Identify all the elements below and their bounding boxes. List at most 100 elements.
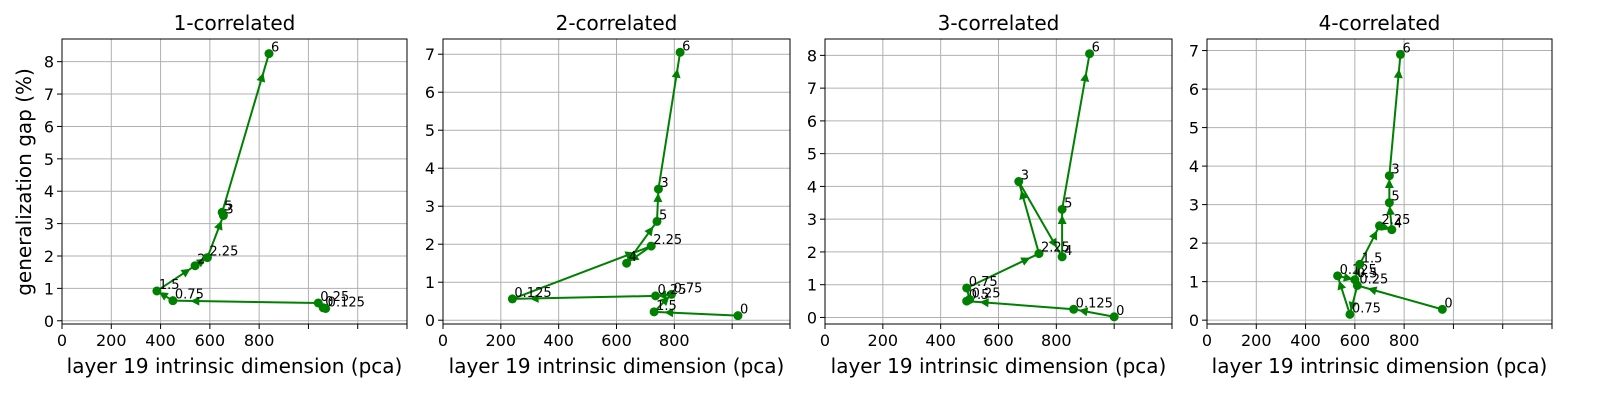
arrow-head	[195, 258, 206, 268]
plot-frame	[61, 38, 408, 325]
x-axis-label: layer 19 intrinsic dimension (pca)	[1212, 354, 1548, 378]
x-tick-label: 600	[601, 331, 632, 350]
data-point	[1069, 304, 1079, 314]
arrow-head	[1348, 301, 1358, 311]
data-point	[321, 303, 331, 313]
arrow-head	[214, 220, 223, 231]
data-point-label: 0.125	[1076, 296, 1113, 311]
arrow-head	[657, 290, 667, 300]
data-point-label: 5	[1391, 190, 1399, 205]
data-point-label: 6	[1402, 41, 1410, 56]
arrow-head	[529, 293, 539, 303]
data-point-label: 6	[682, 39, 690, 54]
data-point-label: 0.5	[1357, 267, 1378, 282]
x-axis-label: layer 19 intrinsic dimension (pca)	[831, 354, 1167, 378]
arrow-head	[1385, 205, 1395, 216]
x-tick-label: 0	[57, 331, 67, 350]
data-point-label: 0.25	[320, 290, 349, 305]
arrow-head	[180, 268, 191, 278]
chart-title: 1-correlated	[174, 11, 296, 35]
arrow-head	[1078, 307, 1089, 317]
chart-title: 4-correlated	[1319, 11, 1441, 35]
data-point-label: 0.125	[328, 295, 365, 310]
data-point	[965, 294, 975, 304]
y-tick-label: 3	[807, 210, 817, 229]
data-point-label: 0.75	[1352, 301, 1381, 316]
x-tick-label: 400	[925, 331, 956, 350]
y-tick-label: 4	[807, 177, 817, 196]
x-tick-label: 600	[195, 331, 226, 350]
x-tick-label: 0	[438, 331, 448, 350]
y-tick-label: 7	[425, 45, 435, 64]
data-point	[622, 258, 632, 268]
arrow-head	[1369, 230, 1378, 241]
y-tick-label: 0	[807, 308, 817, 327]
data-point-label: 4	[629, 250, 637, 265]
y-tick-label: 2	[1189, 234, 1199, 253]
data-point-label: 3	[225, 203, 233, 218]
x-tick-label: 0	[820, 331, 830, 350]
plot-frame	[1206, 38, 1553, 325]
data-point-label: 3	[660, 176, 668, 191]
arrow-head	[1020, 257, 1031, 266]
y-tick-label: 5	[1189, 119, 1199, 138]
data-point-label: 4	[1394, 217, 1402, 232]
data-point	[1057, 252, 1067, 262]
arrow-head	[644, 226, 654, 237]
x-tick-label: 200	[1241, 331, 1272, 350]
data-point-label: 3	[1391, 163, 1399, 178]
chart-title: 2-correlated	[556, 11, 678, 35]
data-point	[264, 49, 274, 59]
x-tick-label: 800	[1041, 331, 1072, 350]
y-tick-label: 1	[44, 279, 54, 298]
y-tick-label: 5	[44, 150, 54, 169]
y-tick-label: 4	[1189, 157, 1199, 176]
arrow-head	[158, 292, 169, 301]
y-tick-label: 8	[807, 46, 817, 65]
arrow-head	[664, 308, 674, 318]
chart-panel-2: 0 200 400 600 800 0 1 2 3 4 5 6 7 2-correlated layer 1…	[425, 11, 791, 378]
y-tick-label: 4	[425, 159, 435, 178]
data-point	[202, 253, 212, 263]
arrow-head	[190, 296, 200, 306]
data-point	[1034, 249, 1044, 259]
y-tick-label: 1	[425, 273, 435, 292]
data-point-label: 0.25	[1359, 272, 1388, 287]
x-tick-label: 400	[145, 331, 176, 350]
y-tick-label: 5	[425, 121, 435, 140]
data-point	[1333, 271, 1343, 281]
data-point-label: 2.25	[1041, 241, 1070, 256]
data-point-label: 2.25	[1382, 213, 1411, 228]
data-point	[652, 216, 662, 226]
data-point	[1109, 312, 1119, 322]
y-tick-label: 2	[44, 247, 54, 266]
y-axis-label: generalization gap (%)	[12, 68, 36, 296]
y-tick-label: 6	[1189, 80, 1199, 99]
y-tick-label: 4	[44, 182, 54, 201]
data-point-label: 2.25	[209, 245, 238, 260]
data-point	[675, 47, 685, 57]
data-point	[962, 283, 972, 293]
chart-panel-1: 0 200 400 600 800 0 1 2 3 4 5 6 7 8 1-correlated layer …	[44, 11, 408, 378]
x-tick-label: 600	[983, 331, 1014, 350]
arrow-head	[1337, 280, 1347, 291]
data-point-label: 5	[1064, 196, 1072, 211]
chart-title: 3-correlated	[938, 11, 1060, 35]
data-point-label: 0	[740, 303, 748, 318]
data-point-label: 2.25	[653, 233, 682, 248]
data-point-label: 5	[224, 199, 232, 214]
data-point-label: 1.5	[159, 278, 180, 293]
x-axis-label: layer 19 intrinsic dimension (pca)	[449, 354, 785, 378]
data-point-label: 2	[197, 253, 205, 268]
arrow-head	[1393, 68, 1403, 79]
data-point	[217, 207, 227, 217]
arrow-head	[624, 251, 635, 260]
data-point-label: 0.125	[514, 286, 551, 301]
arrow-head	[256, 72, 266, 83]
arrow-head	[629, 252, 640, 262]
y-tick-label: 2	[807, 243, 817, 262]
x-tick-label: 800	[1389, 331, 1420, 350]
y-tick-label: 1	[807, 276, 817, 295]
y-tick-label: 8	[44, 53, 54, 72]
